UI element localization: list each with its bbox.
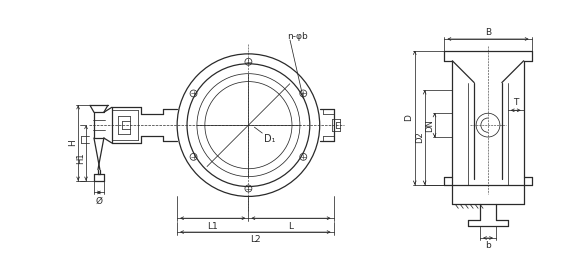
Text: H1: H1 xyxy=(77,152,86,163)
Text: T: T xyxy=(513,98,519,107)
Text: D₁: D₁ xyxy=(264,134,276,144)
Text: DN: DN xyxy=(425,119,434,132)
Text: n-φb: n-φb xyxy=(288,32,309,40)
Text: L: L xyxy=(288,222,293,231)
Text: B: B xyxy=(485,28,491,37)
Text: b: b xyxy=(485,241,491,251)
Text: D2: D2 xyxy=(415,132,424,143)
Text: L2: L2 xyxy=(250,235,260,244)
Text: Ø: Ø xyxy=(96,197,103,206)
Text: H: H xyxy=(68,140,77,146)
Text: L1: L1 xyxy=(208,222,218,231)
Text: D: D xyxy=(404,114,414,121)
